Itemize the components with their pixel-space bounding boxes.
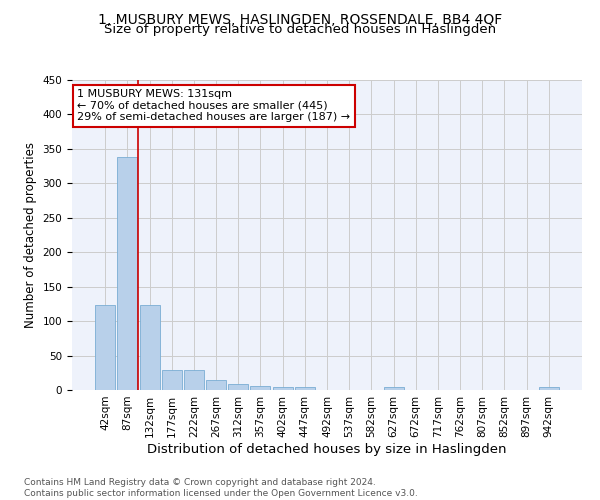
Text: 1 MUSBURY MEWS: 131sqm
← 70% of detached houses are smaller (445)
29% of semi-de: 1 MUSBURY MEWS: 131sqm ← 70% of detached…	[77, 90, 350, 122]
Bar	[383, 386, 404, 390]
Bar	[95, 306, 115, 390]
Bar	[162, 370, 182, 390]
Bar	[295, 387, 315, 390]
Bar	[140, 306, 160, 390]
Text: 1, MUSBURY MEWS, HASLINGDEN, ROSSENDALE, BB4 4QF: 1, MUSBURY MEWS, HASLINGDEN, ROSSENDALE,…	[98, 12, 502, 26]
Bar	[118, 157, 137, 390]
Bar	[272, 387, 293, 390]
Bar	[228, 384, 248, 390]
Bar	[206, 380, 226, 390]
Y-axis label: Number of detached properties: Number of detached properties	[24, 142, 37, 328]
Bar	[539, 387, 559, 390]
Bar	[250, 386, 271, 390]
X-axis label: Distribution of detached houses by size in Haslingden: Distribution of detached houses by size …	[147, 442, 507, 456]
Text: Contains HM Land Registry data © Crown copyright and database right 2024.
Contai: Contains HM Land Registry data © Crown c…	[24, 478, 418, 498]
Text: Size of property relative to detached houses in Haslingden: Size of property relative to detached ho…	[104, 22, 496, 36]
Bar	[184, 370, 204, 390]
